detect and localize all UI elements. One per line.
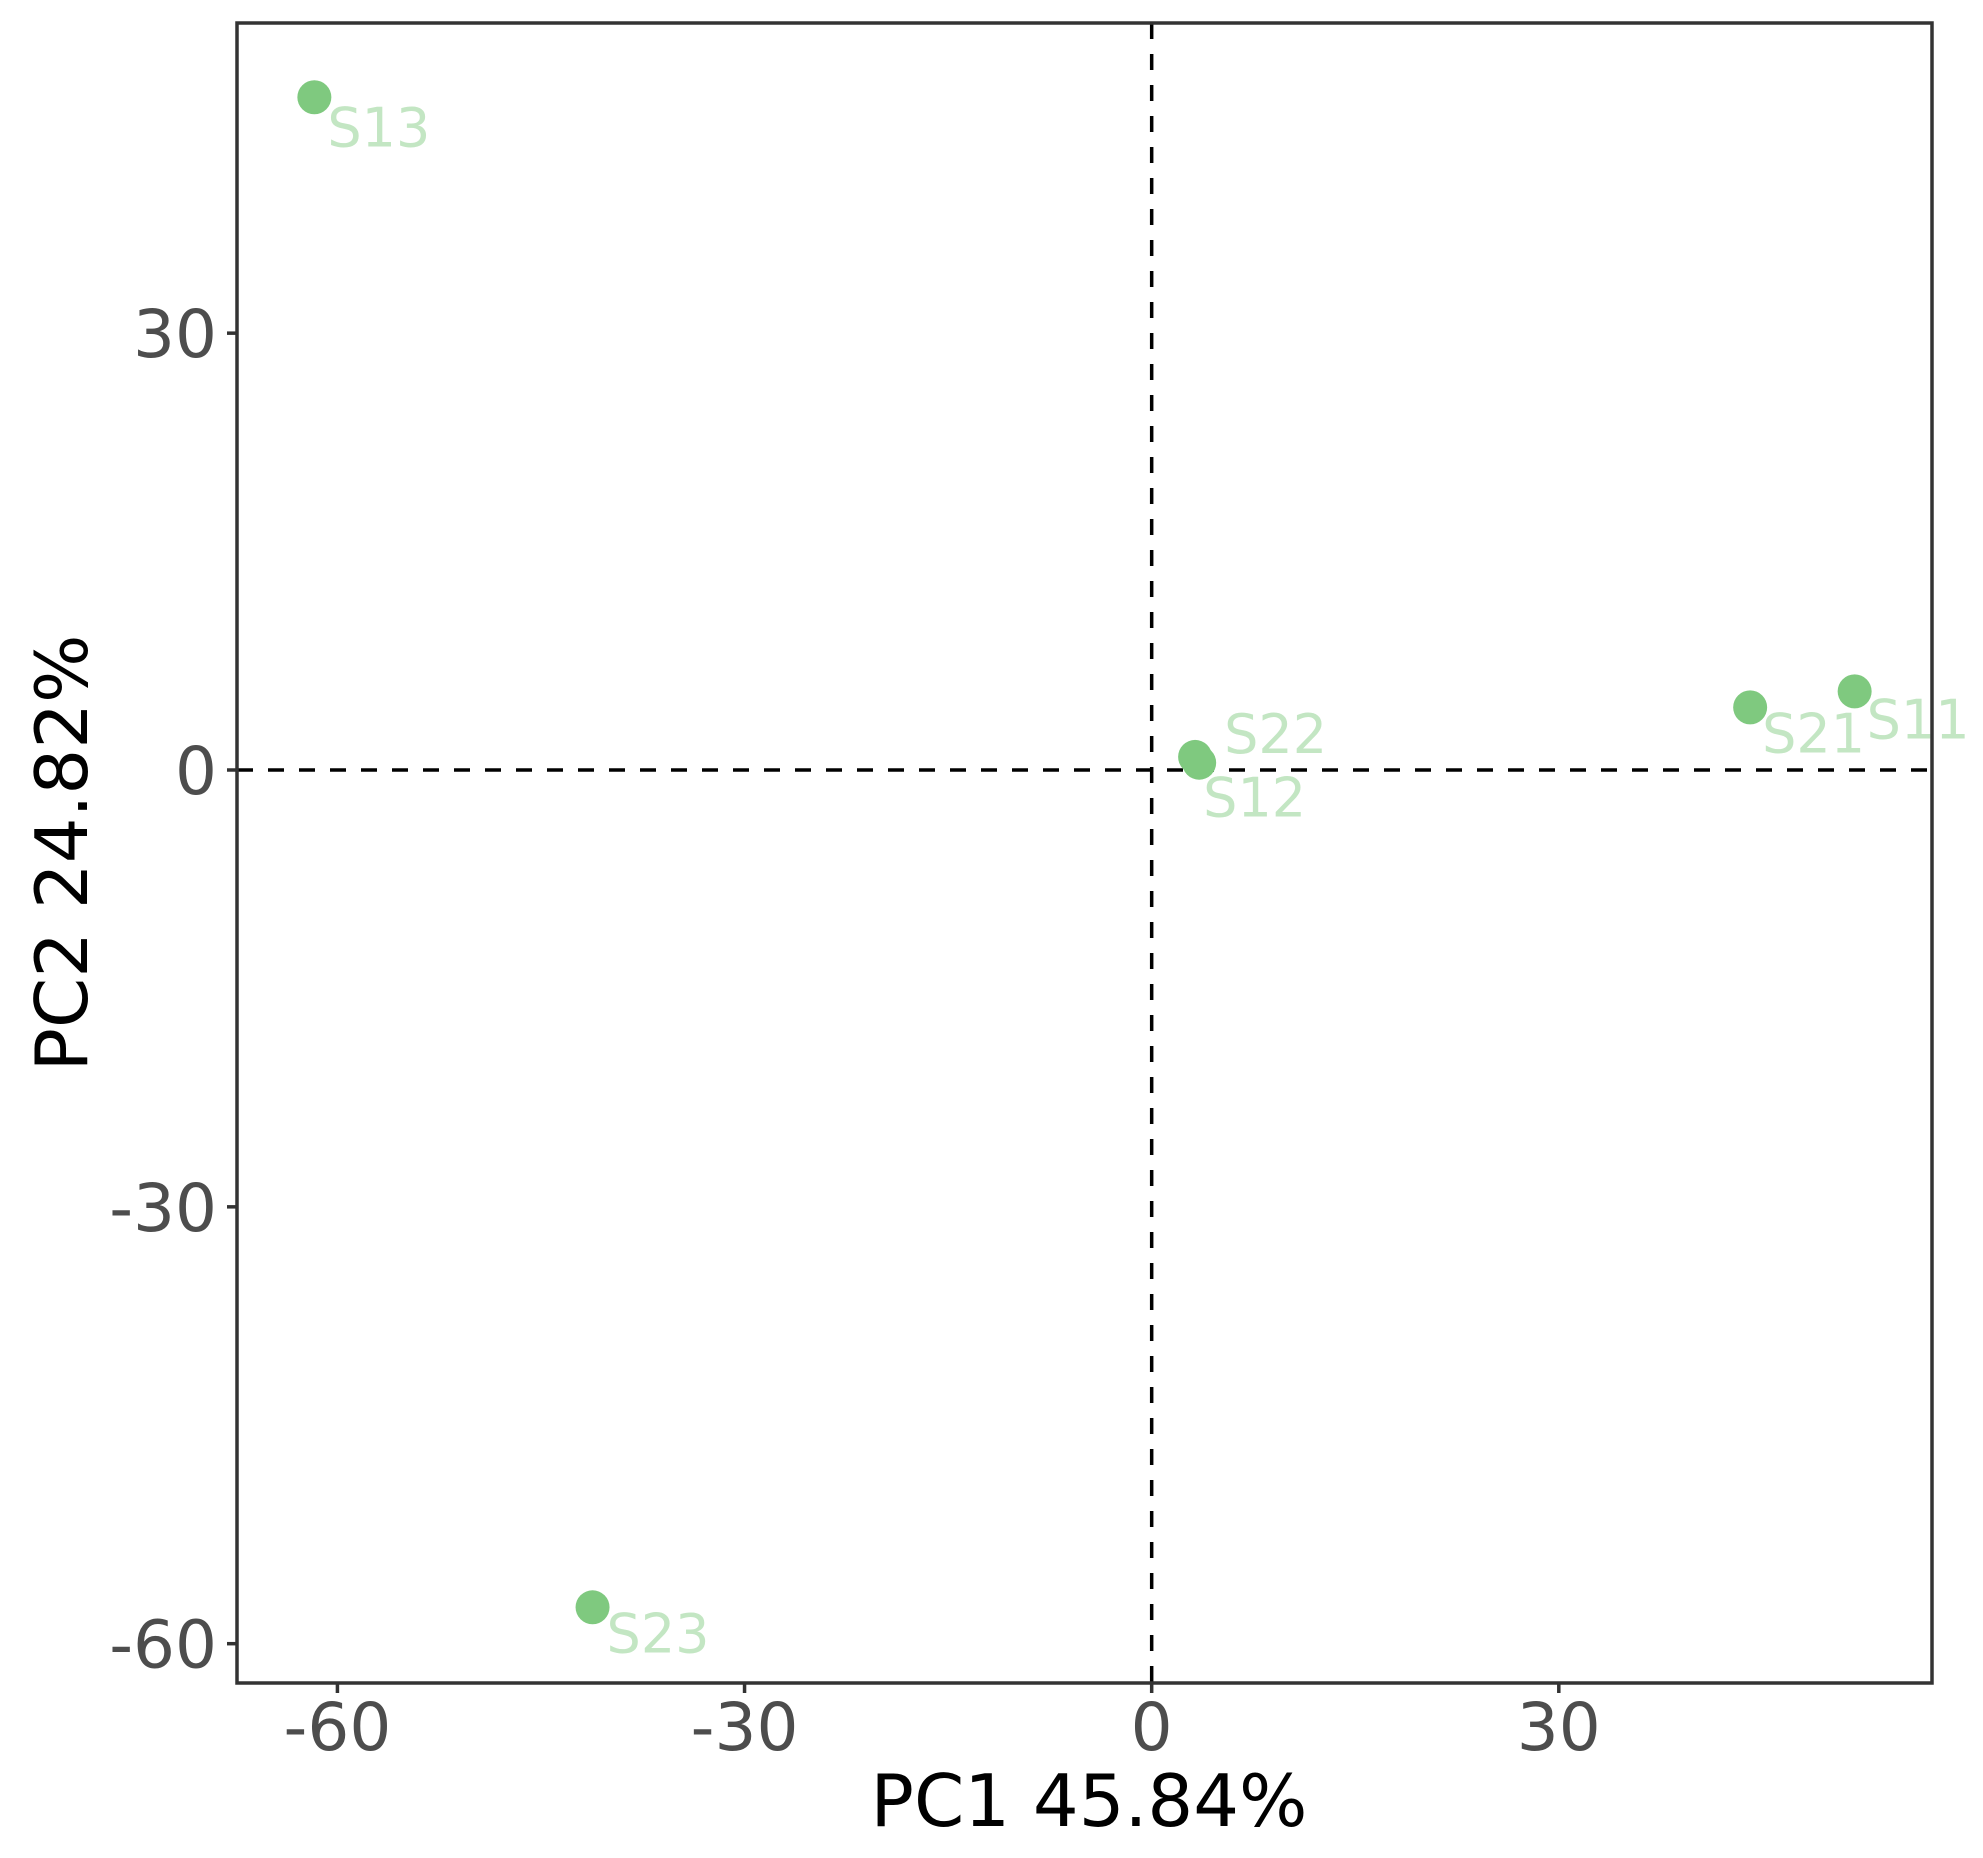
x-tick-label: 0 [1131,1689,1173,1766]
data-point [1182,745,1217,780]
data-points [297,80,1872,1625]
y-axis-ticks: -60 -30 0 30 [109,296,237,1684]
y-tick-label: -60 [109,1607,217,1684]
y-tick-label: 0 [175,733,217,810]
x-axis-title: PC1 45.84% [871,1759,1308,1843]
point-label: S23 [607,1602,710,1665]
point-label: S11 [1867,688,1970,751]
x-tick-label: -60 [284,1689,392,1766]
reference-lines [237,23,1932,1683]
point-label: S22 [1224,703,1327,766]
y-tick-label: 30 [133,296,217,373]
point-label: S13 [327,96,430,159]
y-tick-label: -30 [109,1170,217,1247]
panel-border [235,21,1934,1685]
data-point [1837,674,1872,709]
data-point [297,80,332,115]
x-tick-label: 30 [1517,1689,1601,1766]
data-point [1733,690,1768,725]
point-label: S12 [1203,767,1306,830]
y-axis-title: PC2 24.82% [20,635,104,1072]
data-point [575,1590,610,1625]
point-label: S21 [1762,702,1865,765]
x-axis-ticks: -60 -30 0 30 [284,1683,1601,1766]
x-tick-label: -30 [691,1689,799,1766]
